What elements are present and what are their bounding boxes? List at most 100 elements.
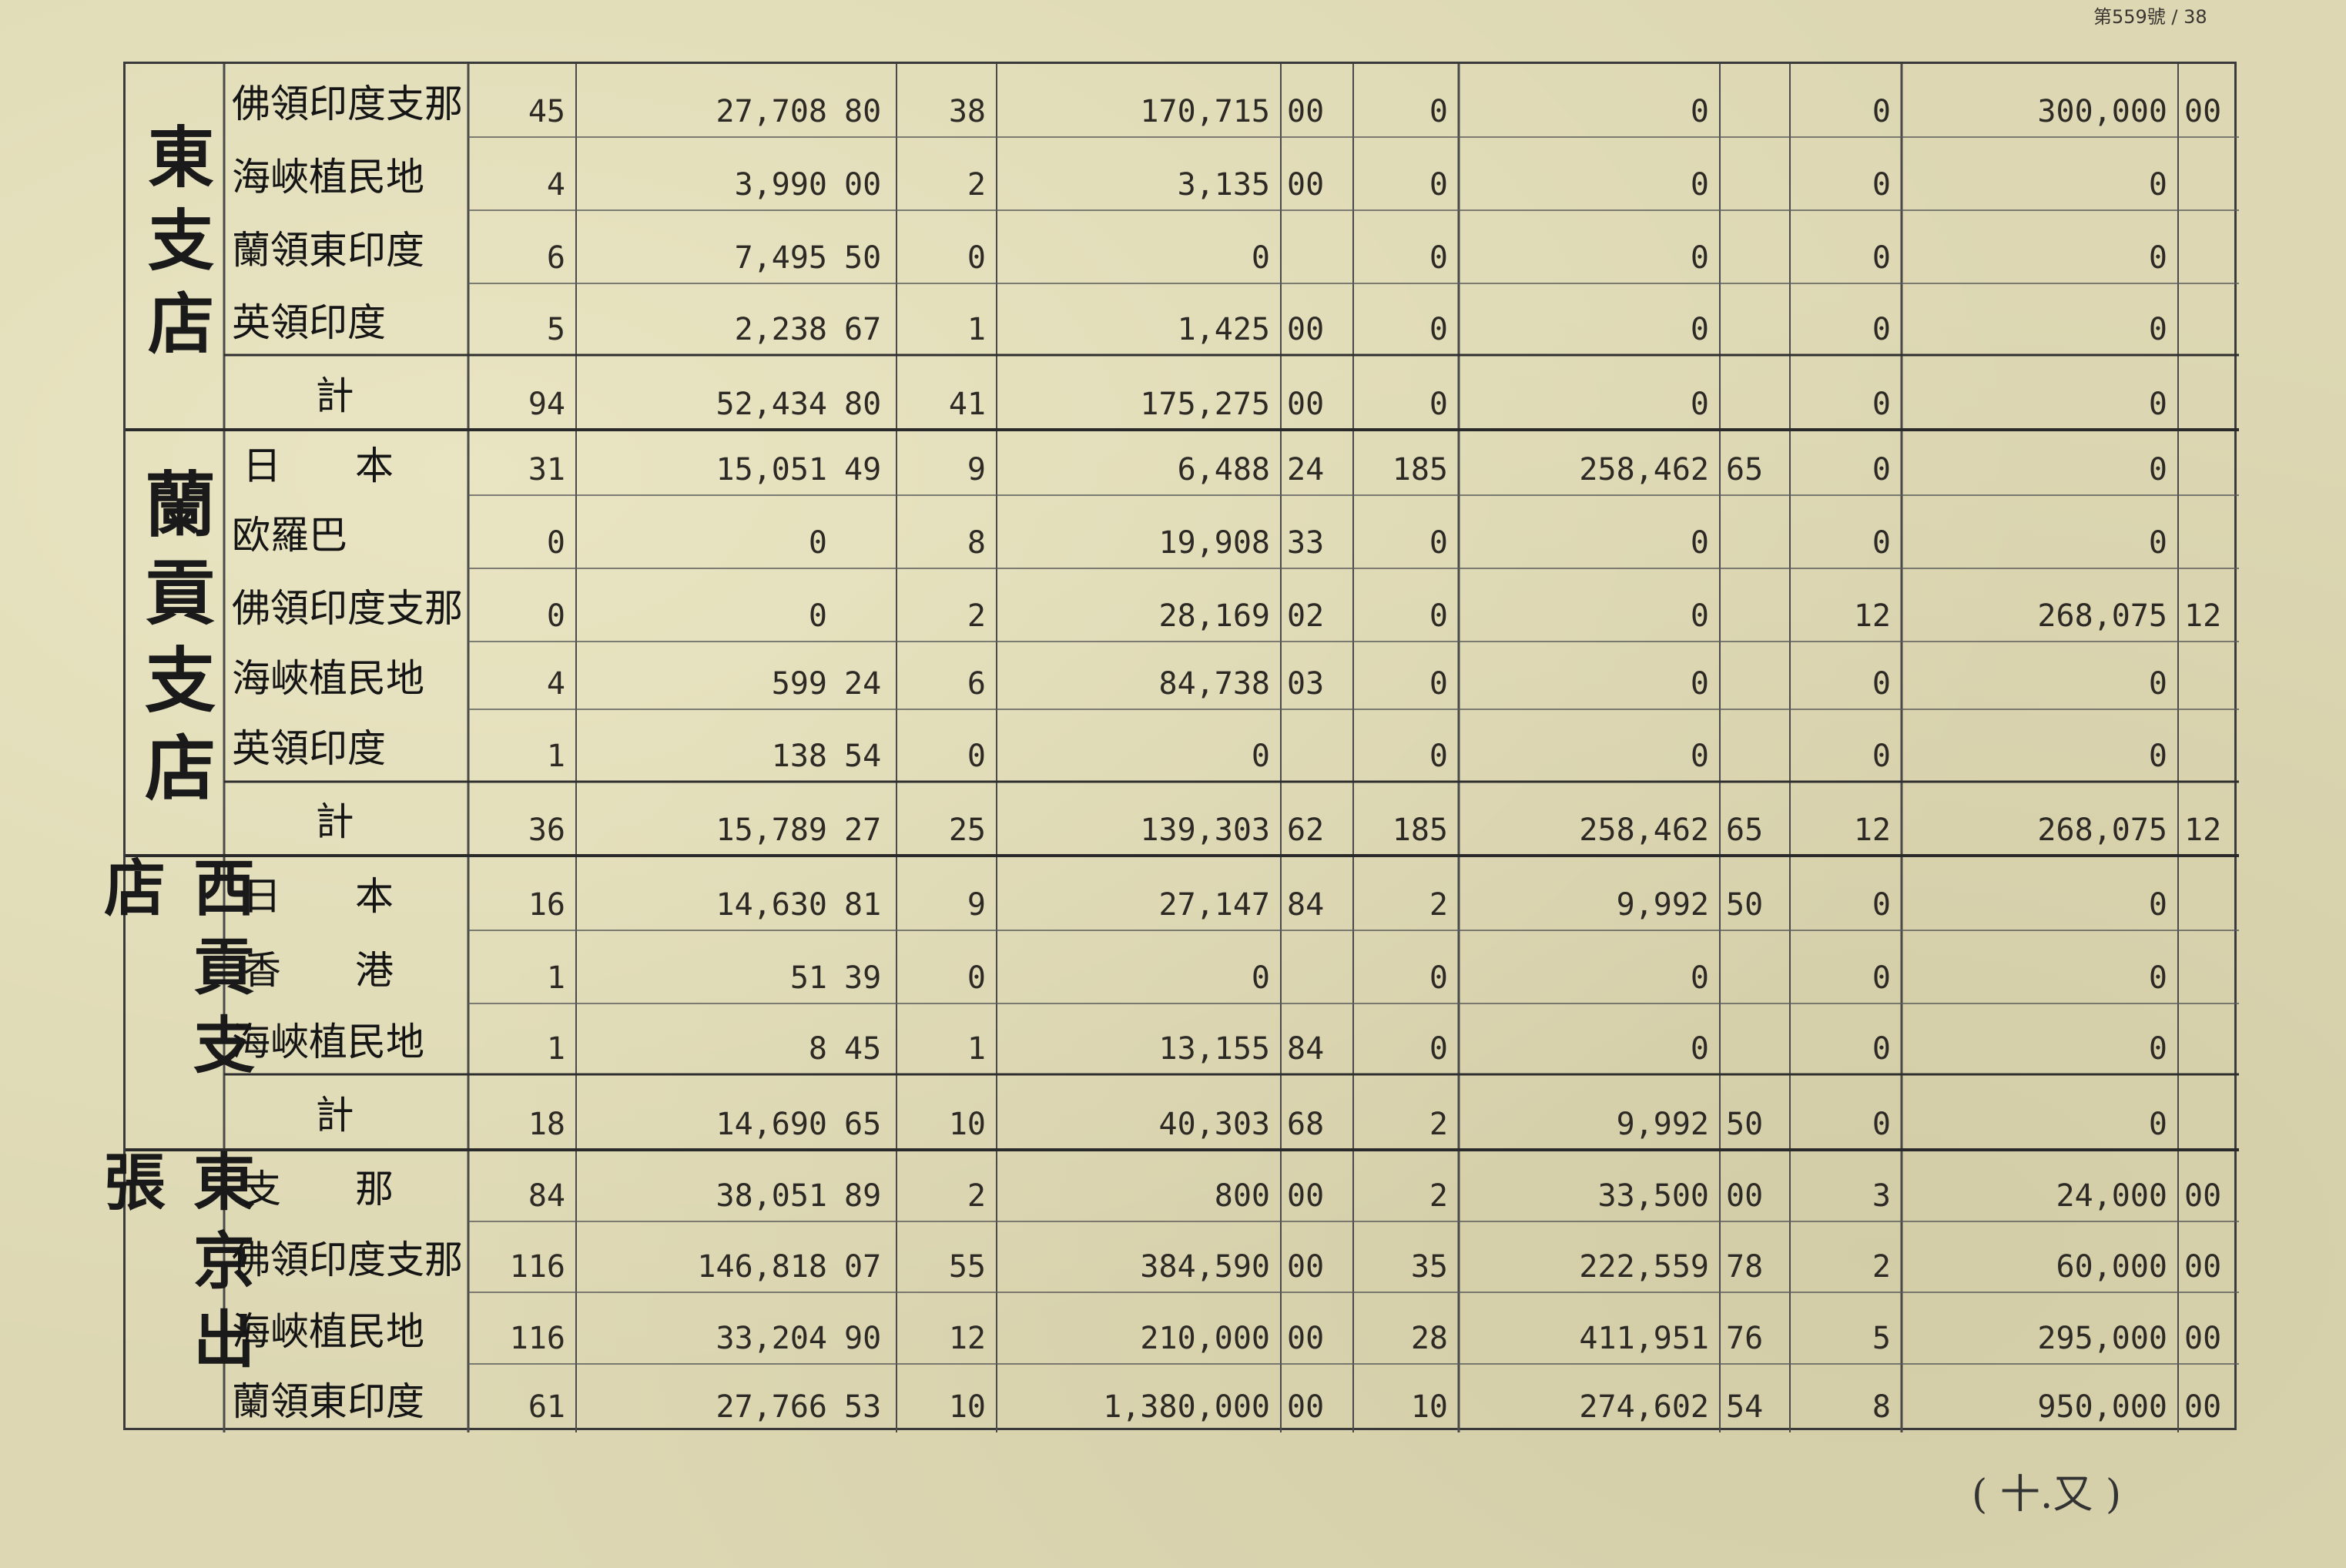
figure-cell: 258,462	[1579, 452, 1709, 487]
figure-cell: 170,715	[1140, 94, 1270, 129]
figure-cell: 2	[1429, 887, 1448, 923]
figure-cell: 300,000	[2037, 94, 2167, 129]
destination-label: 蘭領東印度	[232, 227, 424, 273]
figure-cell: 9,992	[1616, 1107, 1709, 1142]
figure-cell: 41	[948, 387, 986, 422]
figure-cell	[2178, 646, 2239, 702]
figure-cell: 12	[2184, 812, 2222, 848]
figure-cell	[1720, 142, 1790, 203]
figure-cell	[1720, 573, 1790, 634]
figure-cell: 94	[528, 387, 565, 422]
figure-cell: 800	[1214, 1178, 1270, 1214]
figure-cell	[1720, 288, 1790, 347]
figure-cell: 4	[546, 666, 565, 702]
figure-cell: 0	[2148, 739, 2167, 774]
figure-cell: 10	[1410, 1389, 1448, 1425]
figure-cell: 0	[1429, 94, 1448, 129]
figure-cell	[1720, 1008, 1790, 1067]
figure-cell: 599	[771, 666, 827, 702]
figure-cell: 90	[844, 1321, 882, 1356]
figure-cell: 0	[967, 739, 986, 774]
figure-cell: 39	[844, 960, 882, 996]
destination-label: 日本	[243, 873, 468, 919]
figure-cell: 27	[844, 812, 882, 848]
figure-cell: 1	[546, 1031, 565, 1067]
region-label: 蘭貢支店	[132, 467, 216, 819]
figure-cell: 51	[789, 960, 827, 996]
figure-cell: 78	[1726, 1249, 1764, 1285]
figure-cell	[1720, 646, 1790, 702]
figure-cell: 24	[844, 666, 882, 702]
figure-cell: 0	[2148, 312, 2167, 347]
figure-cell	[2178, 1008, 2239, 1067]
figure-cell	[838, 500, 897, 561]
figure-cell: 54	[844, 739, 882, 774]
figure-cell: 89	[844, 1178, 882, 1214]
figure-cell: 00	[2184, 94, 2222, 129]
figure-cell: 0	[1872, 312, 1891, 347]
figure-cell: 0	[1429, 387, 1448, 422]
figure-cell	[2178, 434, 2239, 487]
figure-cell: 33,204	[716, 1321, 828, 1356]
figure-cell: 25	[948, 812, 986, 848]
figure-cell: 411,951	[1579, 1321, 1709, 1356]
figure-cell: 12	[948, 1321, 986, 1356]
figure-cell: 0	[1251, 240, 1270, 276]
figure-cell: 81	[844, 887, 882, 923]
figure-cell	[2178, 288, 2239, 347]
ledger-grid	[126, 64, 2239, 1432]
figure-cell: 15,789	[716, 812, 828, 848]
figure-cell: 2	[967, 1178, 986, 1214]
figure-cell: 258,462	[1579, 812, 1709, 848]
figure-cell: 4	[546, 167, 565, 203]
figure-cell: 10	[948, 1107, 986, 1142]
figure-cell: 8	[967, 525, 986, 561]
figure-cell: 1	[546, 739, 565, 774]
figure-cell: 00	[844, 167, 882, 203]
subtotal-label: 計	[315, 373, 385, 418]
ledger-table: 東支店 蘭貢支店 西貢支店 東京出張 佛領印度支那 海峽植民地 蘭領東印度 英領印度計日本欧…	[94, 62, 2239, 1432]
figure-cell: 0	[1690, 94, 1709, 129]
figure-cell: 36	[528, 812, 565, 848]
figure-cell: 0	[1429, 240, 1448, 276]
figure-cell: 0	[2148, 240, 2167, 276]
figure-cell: 0	[1690, 312, 1709, 347]
figure-cell: 00	[1287, 387, 1325, 422]
destination-label: 海峽植民地	[232, 1020, 424, 1064]
figure-cell: 0	[1872, 525, 1891, 561]
destination-label: 欧羅巴	[232, 512, 347, 558]
figure-cell	[2178, 360, 2239, 422]
region-label: 東京出張	[94, 1150, 256, 1385]
figure-cell: 50	[844, 240, 882, 276]
figure-cell: 138	[771, 739, 827, 774]
figure-cell: 60,000	[2056, 1249, 2168, 1285]
figure-cell: 31	[528, 452, 565, 487]
figure-cell: 0	[808, 525, 827, 561]
figure-cell: 268,075	[2037, 812, 2167, 848]
figure-cell: 00	[1287, 312, 1325, 347]
figure-cell: 27,708	[716, 94, 828, 129]
figure-cell	[2178, 714, 2239, 774]
figure-cell: 1,425	[1177, 312, 1270, 347]
figure-cell: 84	[1287, 1031, 1325, 1067]
figure-cell: 175,275	[1140, 387, 1270, 422]
figure-cell: 00	[2184, 1389, 2222, 1425]
figure-cell: 0	[1872, 666, 1891, 702]
figure-cell: 49	[844, 452, 882, 487]
subtotal-label: 計	[315, 799, 385, 844]
figure-cell: 27,147	[1158, 887, 1271, 923]
figure-cell	[1281, 935, 1353, 996]
figure-cell: 0	[546, 598, 565, 634]
figure-cell: 0	[2148, 1031, 2167, 1067]
footer-note: ( 十.又 )	[1972, 1472, 2122, 1518]
figure-cell: 116	[509, 1249, 565, 1285]
figure-cell: 0	[1872, 387, 1891, 422]
figure-cell: 2,238	[734, 312, 827, 347]
figure-cell: 295,000	[2037, 1321, 2167, 1356]
figure-cell: 67	[844, 312, 882, 347]
figure-cell: 0	[808, 598, 827, 634]
figure-cell: 0	[1251, 739, 1270, 774]
destination-label: 日本	[243, 443, 468, 488]
figure-cell: 03	[1287, 666, 1325, 702]
figure-cell: 0	[2148, 387, 2167, 422]
